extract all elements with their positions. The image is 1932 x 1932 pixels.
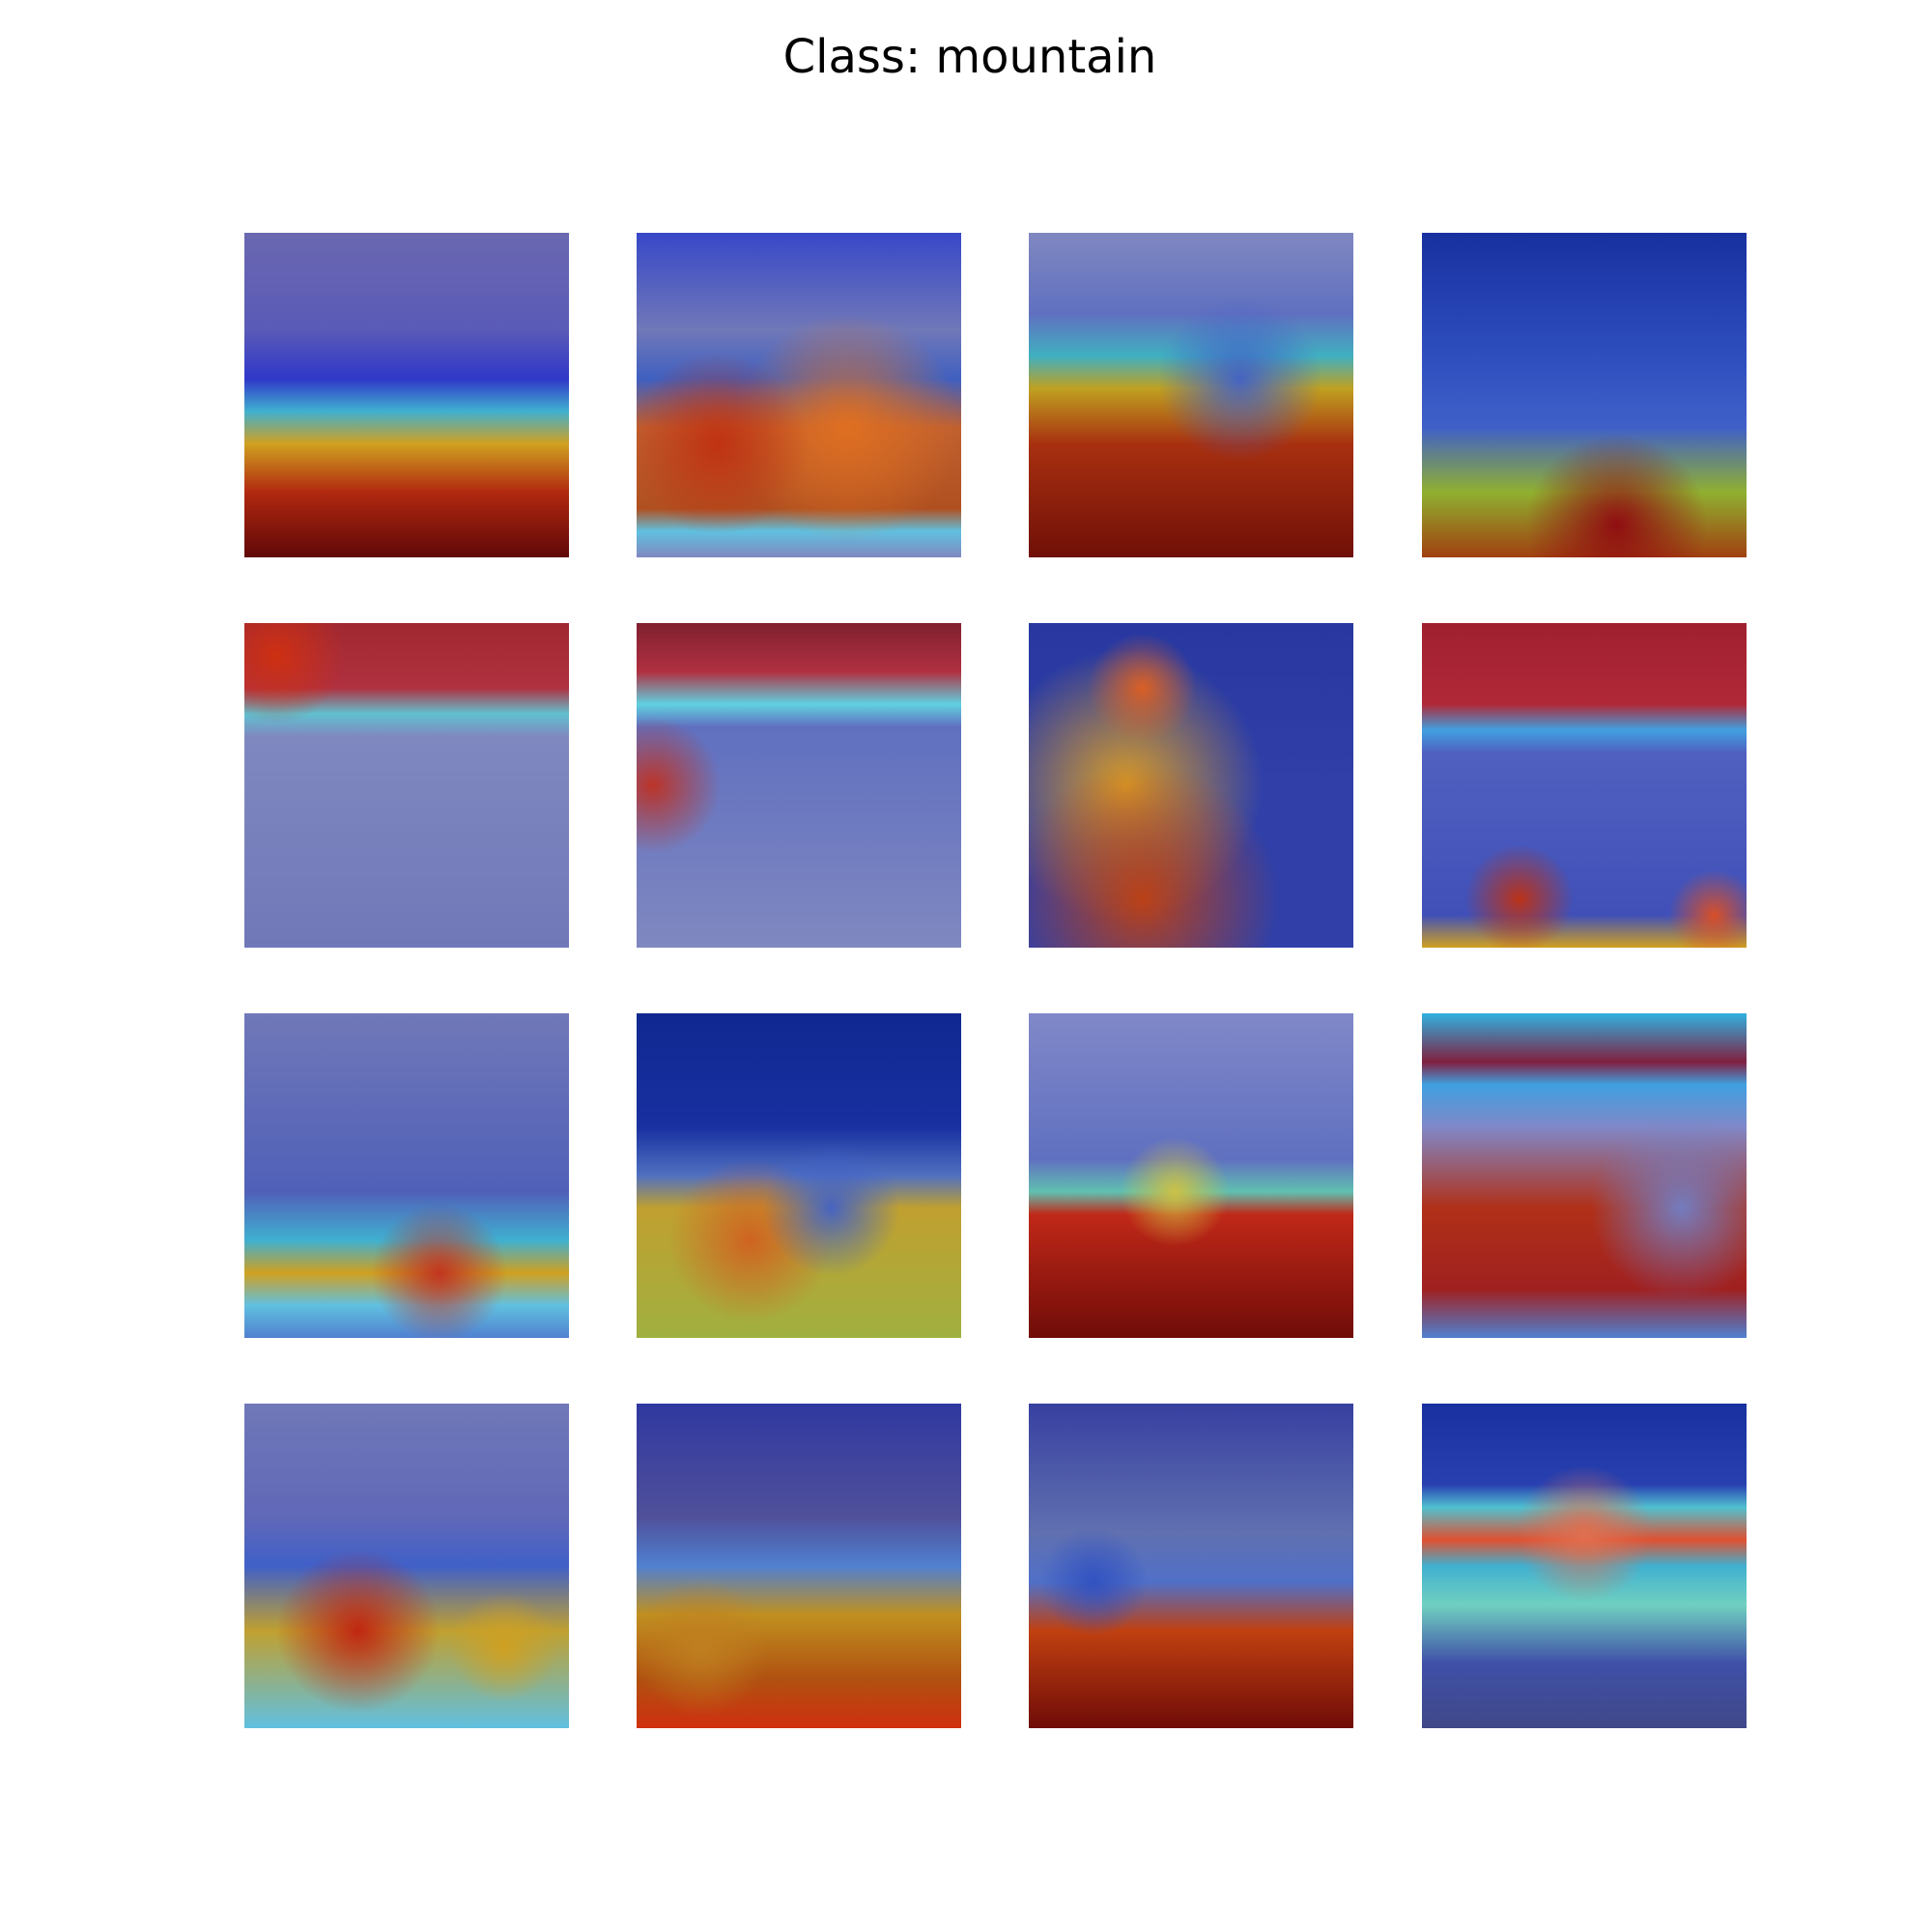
heat-spot [637, 717, 722, 854]
heatmap-tile [244, 1013, 569, 1338]
heat-spot [1157, 297, 1322, 461]
heat-spot [449, 1592, 559, 1702]
heatmap-tile [244, 1404, 569, 1728]
heat-spot [1516, 1464, 1653, 1602]
heat-spot [371, 1205, 508, 1338]
heat-spot [637, 1578, 770, 1716]
heatmap-tile [1422, 1404, 1747, 1728]
heatmap-tile [1422, 623, 1747, 948]
heat-spot [1120, 1137, 1230, 1247]
heat-spot [763, 1140, 900, 1277]
tile-image [244, 233, 569, 557]
heat-spot [244, 623, 346, 724]
heat-spot [275, 1548, 440, 1713]
heatmap-tile [637, 1013, 961, 1338]
heatmap-tile [1029, 1013, 1353, 1338]
heat-spot [1668, 869, 1747, 948]
heat-spot [1029, 762, 1279, 948]
heat-spot [1464, 844, 1575, 948]
heat-spot [1088, 633, 1198, 743]
heatmap-tile [1029, 623, 1353, 948]
heatmap-tile [1029, 1404, 1353, 1728]
heatmap-tile [244, 233, 569, 557]
heatmap-tile [637, 233, 961, 557]
heat-spot [1590, 1117, 1747, 1299]
heat-spot [1038, 1527, 1149, 1637]
heat-spot [1525, 434, 1708, 557]
heatmap-tile [1422, 1013, 1747, 1338]
figure-title: Class: mountain [783, 30, 1157, 84]
heatmap-tile [1029, 233, 1353, 557]
heatmap-tile [637, 623, 961, 948]
heatmap-tile [244, 623, 569, 948]
heatmap-tile [1422, 233, 1747, 557]
heatmap-tile [637, 1404, 961, 1728]
heat-spot [637, 353, 810, 535]
